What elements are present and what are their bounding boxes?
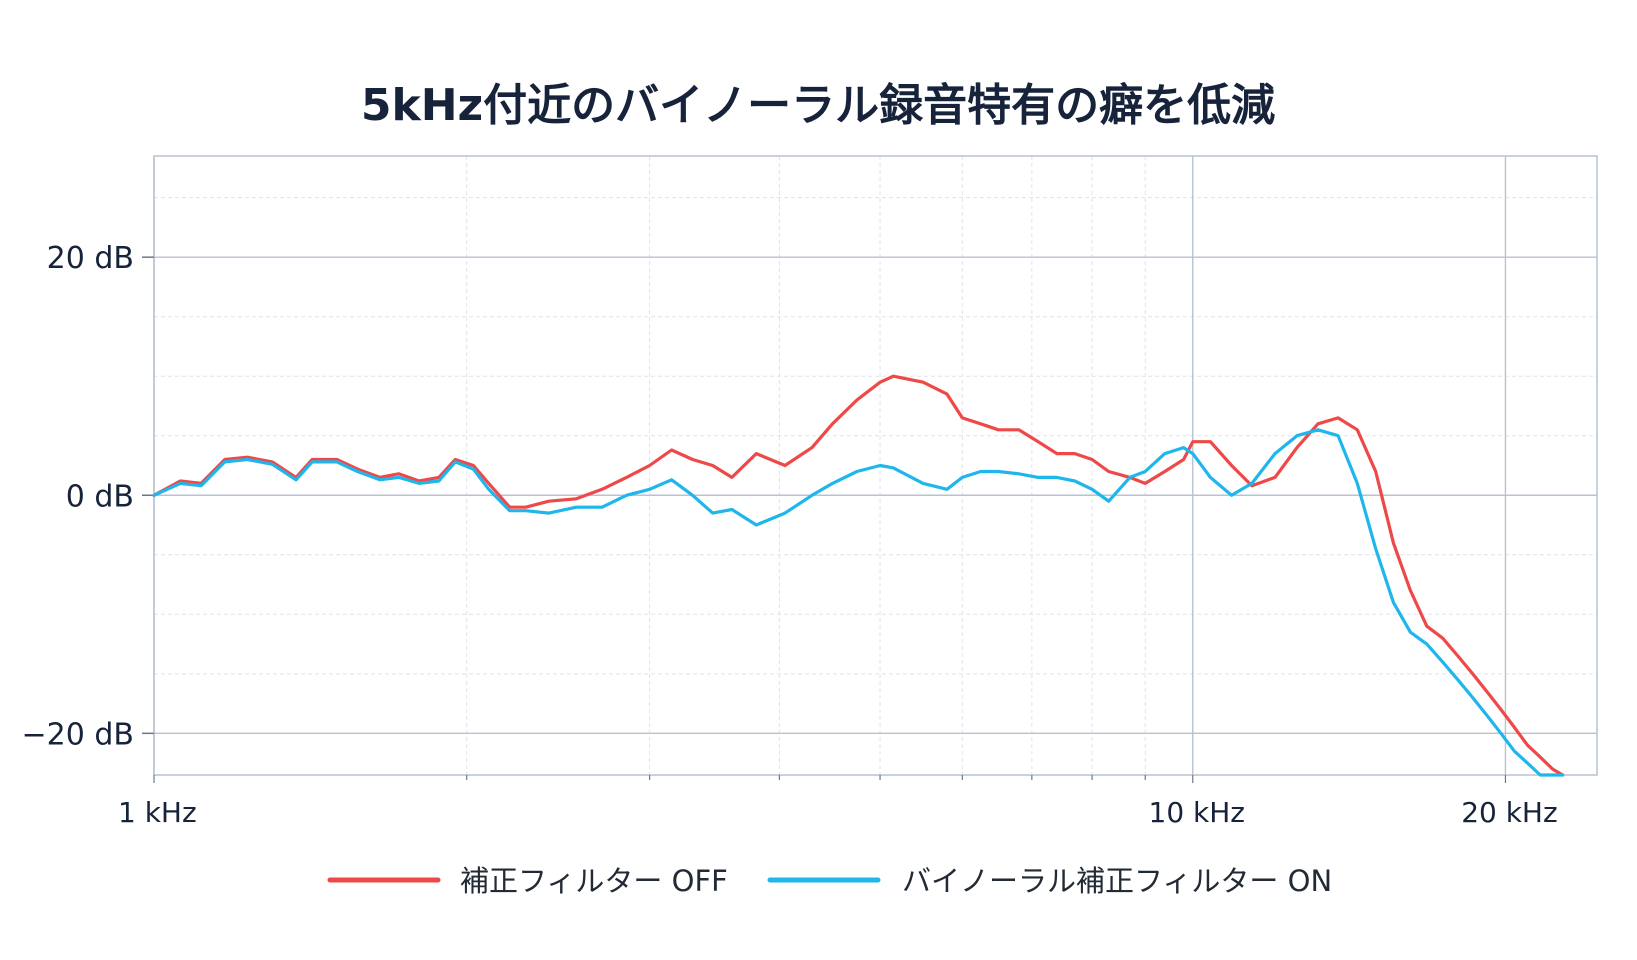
plot-area-frame xyxy=(153,155,1598,776)
legend: 補正フィルター OFF バイノーラル補正フィルター ON xyxy=(327,864,1332,898)
series-line-filter-off xyxy=(152,374,1565,777)
x-tick-label: 10 kHz xyxy=(1149,796,1246,829)
legend-label-filter-on: バイノーラル補正フィルター ON xyxy=(902,864,1332,898)
chart-title: 5kHz付近のバイノーラル録音特有の癖を低減 xyxy=(361,80,1275,131)
x-tick-label: 20 kHz xyxy=(1461,796,1558,829)
series-line-filter-on xyxy=(152,428,1565,777)
legend-label-filter-off: 補正フィルター OFF xyxy=(460,864,728,898)
major-grid xyxy=(153,156,1597,775)
x-tick-label: 1 kHz xyxy=(118,796,197,829)
axis-ticks: 20 dB 0 dB −20 dB 1 kHz 10 kHz 20 kHz xyxy=(22,241,1558,829)
series-lines xyxy=(152,374,1565,777)
y-tick-label: −20 dB xyxy=(22,717,134,752)
y-tick-label: 20 dB xyxy=(47,241,134,276)
y-tick-label: 0 dB xyxy=(66,479,134,514)
